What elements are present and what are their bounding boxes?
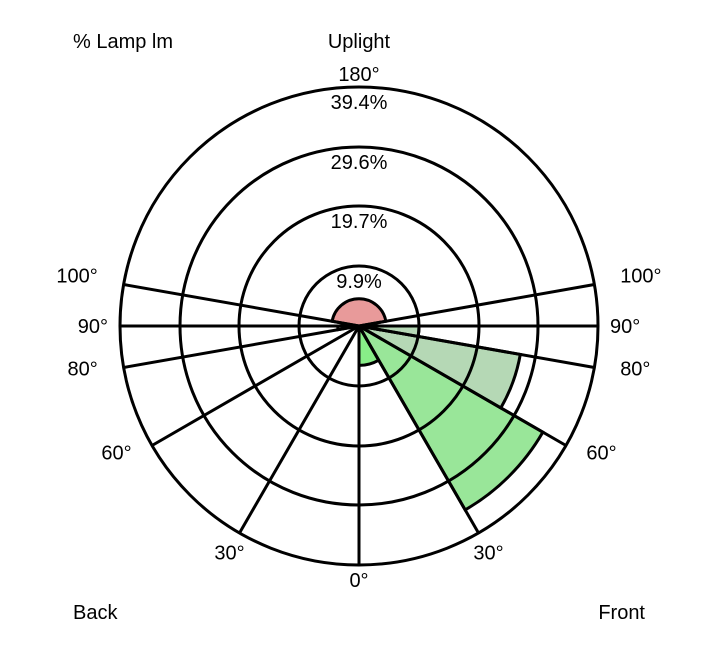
corner-label-top-center: Uplight — [328, 31, 391, 53]
corner-label-bottom-right: Front — [598, 602, 645, 624]
angle-label-left-60: 60° — [101, 443, 131, 465]
spoke-front-80 — [358, 324, 595, 369]
angle-label-left-90: 90° — [78, 316, 108, 338]
ring-label-1: 9.9% — [336, 271, 382, 293]
spoke-front-100 — [358, 283, 595, 328]
ring-label-2: 19.7% — [331, 211, 388, 233]
angle-label-right-30: 30° — [473, 542, 503, 564]
angle-label-right-90: 90° — [610, 316, 640, 338]
spoke-back-30 — [238, 325, 361, 534]
corner-label-bottom-left: Back — [73, 602, 118, 624]
spoke-front-60 — [358, 324, 567, 447]
angle-label-right-100: 100° — [620, 265, 661, 287]
angle-label-right-60: 60° — [586, 443, 616, 465]
angle-label-right-80: 80° — [620, 359, 650, 381]
spoke-back-100 — [123, 283, 360, 328]
label-group: % Lamp lm Uplight Back Front 9.9% 19.7% 29… — [56, 31, 661, 624]
zone-uplight — [330, 297, 388, 328]
angle-label-left-80: 80° — [68, 359, 98, 381]
spoke-back-60 — [151, 324, 360, 447]
angle-label-bottom: 0° — [349, 570, 368, 592]
corner-label-top-left: % Lamp lm — [73, 31, 173, 53]
spoke-group — [120, 283, 598, 565]
ring-label-4: 39.4% — [331, 92, 388, 114]
spoke-back-80 — [123, 324, 360, 369]
angle-label-top: 180° — [338, 64, 379, 86]
zone-front-medium — [354, 321, 545, 512]
ring-label-3: 29.6% — [331, 152, 388, 174]
spoke-front-30 — [357, 325, 480, 534]
angle-label-left-30: 30° — [214, 542, 244, 564]
angle-label-left-100: 100° — [56, 265, 97, 287]
